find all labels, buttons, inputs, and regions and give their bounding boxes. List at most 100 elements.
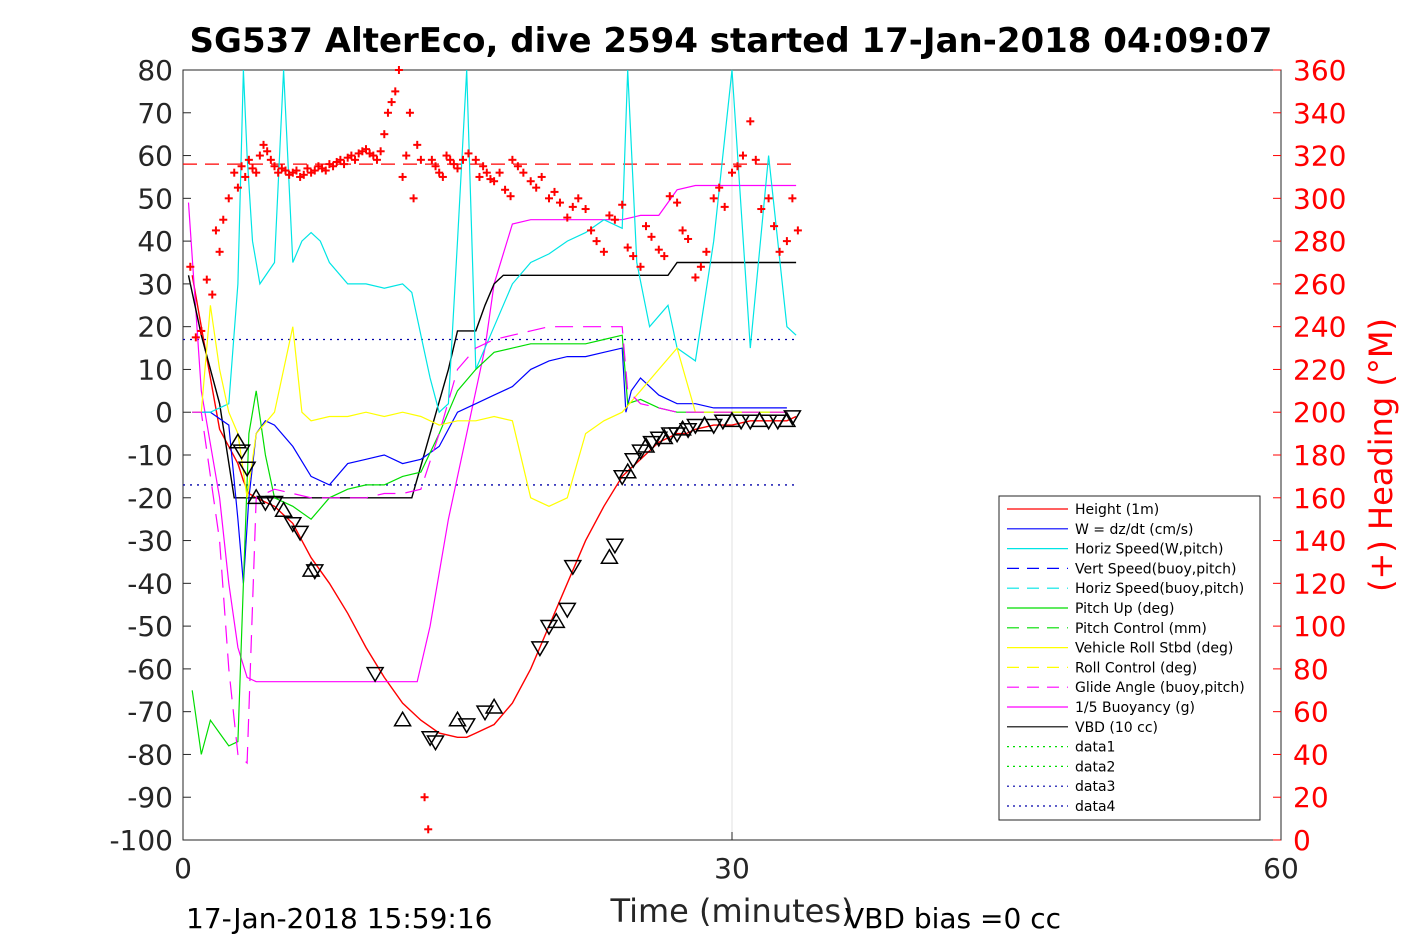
legend-label: data1 [1075, 740, 1115, 756]
heading-marker [537, 172, 546, 181]
heading-marker [416, 155, 425, 164]
vertex-marker [636, 436, 656, 453]
heading-marker [526, 177, 535, 186]
heading-marker [555, 198, 564, 207]
heading-marker [532, 183, 541, 192]
vertex-marker [605, 538, 625, 555]
y2-tick-label: 80 [1293, 653, 1329, 686]
heading-marker [641, 222, 650, 231]
legend-entry: VBD (10 cc) [1007, 720, 1158, 736]
heading-marker [715, 183, 724, 192]
y-tick-label: -10 [127, 439, 173, 472]
heading-marker [482, 168, 491, 177]
heading-marker [438, 172, 447, 181]
heading-marker [270, 162, 279, 171]
chart-title: SG537 AlterEco, dive 2594 started 17-Jan… [190, 21, 1273, 61]
vertex-marker [546, 612, 566, 629]
heading-marker [197, 326, 206, 335]
heading-marker [475, 172, 484, 181]
heading-marker [340, 160, 349, 169]
heading-marker [191, 333, 200, 342]
vertex-marker [783, 410, 802, 426]
footer-vbd-bias: VBD bias =0 cc [845, 902, 1061, 935]
heading-marker [303, 164, 312, 173]
vertex-marker [305, 564, 325, 580]
heading-marker [376, 147, 385, 156]
y2-tick-label: 120 [1293, 567, 1346, 600]
heading-marker [647, 232, 656, 241]
heading-marker [673, 198, 682, 207]
legend-label: Pitch Up (deg) [1075, 601, 1174, 617]
heading-marker [424, 825, 433, 834]
heading-marker [775, 247, 784, 256]
legend-entry: data1 [1007, 740, 1115, 756]
heading-marker [696, 262, 705, 271]
heading-marker [431, 162, 440, 171]
heading-marker [587, 226, 596, 235]
legend-entry: Vehicle Roll Stbd (deg) [1007, 641, 1233, 657]
marker-layer [186, 66, 802, 834]
y-tick-label: 50 [137, 182, 173, 215]
legend-entry: 1/5 Buoyancy (g) [1007, 700, 1195, 716]
heading-marker [409, 194, 418, 203]
heading-marker [508, 155, 517, 164]
heading-marker [757, 205, 766, 214]
heading-marker [244, 155, 253, 164]
vertex-marker [256, 495, 275, 512]
legend-label: Pitch Control (mm) [1075, 621, 1207, 637]
heading-marker [519, 168, 528, 177]
legend-label: W = dz/dt (cm/s) [1075, 522, 1194, 538]
y-tick-label: -60 [127, 653, 173, 686]
y-tick-label: -40 [127, 567, 173, 600]
heading-marker [684, 234, 693, 243]
legend-label: data2 [1075, 759, 1115, 775]
heading-marker [402, 151, 411, 160]
legend-entry: Pitch Up (deg) [1007, 601, 1174, 617]
heading-marker [563, 213, 572, 222]
heading-marker [599, 247, 608, 256]
heading-marker [574, 194, 583, 203]
heading-marker [259, 140, 268, 149]
vertex-marker [232, 444, 251, 461]
heading-marker [788, 194, 797, 203]
heading-marker [211, 226, 220, 235]
vertex-marker [530, 641, 550, 657]
y-tick-label: -30 [127, 525, 173, 558]
heading-marker [420, 793, 429, 802]
heading-marker [513, 162, 522, 171]
heading-marker [252, 168, 261, 177]
heading-marker [471, 155, 480, 164]
legend-label: Glide Angle (buoy,pitch) [1075, 680, 1245, 696]
vertex-marker [678, 422, 698, 439]
heading-marker [266, 155, 275, 164]
heading-marker [738, 151, 747, 160]
heading-marker [398, 172, 407, 181]
heading-marker [550, 187, 559, 196]
y2-tick-label: 320 [1293, 140, 1346, 173]
heading-marker [219, 215, 228, 224]
legend-entry: Horiz Speed(buoy,pitch) [1007, 581, 1244, 597]
heading-marker [413, 140, 422, 149]
vertex-marker [484, 697, 504, 714]
heading-marker [793, 226, 802, 235]
heading-marker [479, 162, 488, 171]
heading-marker [746, 117, 755, 126]
heading-marker [605, 211, 614, 220]
y-tick-label: -90 [127, 781, 173, 814]
y2-tick-label: 300 [1293, 182, 1346, 215]
heading-marker [665, 192, 674, 201]
y2-tick-label: 220 [1293, 353, 1346, 386]
data-layer [183, 69, 797, 765]
y-tick-label: 40 [137, 225, 173, 258]
vertex-marker [777, 411, 797, 428]
y2-tick-label: 100 [1293, 610, 1346, 643]
vertex-marker [228, 432, 248, 449]
y-tick-label: -20 [127, 482, 173, 515]
y-tick-label: 70 [137, 97, 173, 130]
vertex-marker [673, 419, 692, 436]
y2-tick-label: 200 [1293, 396, 1346, 429]
ticks-layer: 80706050403020100-10-20-30-40-50-60-70-8… [109, 54, 1346, 885]
vertex-marker [393, 710, 412, 727]
vertex-marker [600, 548, 619, 565]
legend-label: Vehicle Roll Stbd (deg) [1075, 641, 1233, 657]
